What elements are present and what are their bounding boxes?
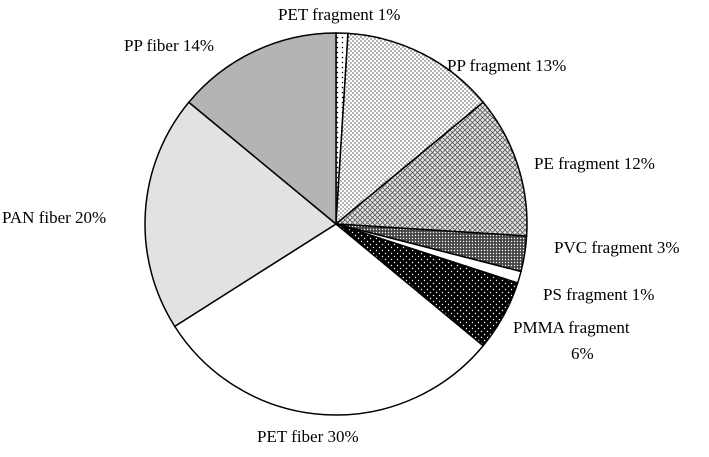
slice-label-pet-fragment: PET fragment 1% (278, 5, 400, 24)
slice-label-ps-fragment: PS fragment 1% (543, 285, 654, 304)
pie-slice-pe-fragment-12 (334, 101, 528, 237)
slice-label-pet-fiber: PET fiber 30% (257, 427, 359, 446)
pie-slices (144, 32, 528, 416)
pie-slice-pp-fiber-14 (187, 32, 337, 226)
pie-labels: PET fragment 1% PP fragment 13% PE fragm… (2, 5, 680, 446)
slice-label-pp-fiber: PP fiber 14% (124, 36, 214, 55)
slice-label-pmma-line-1: PMMA fragment (513, 318, 630, 337)
pie-slice-pet-fiber-30 (173, 223, 485, 416)
slice-label-pan-fiber: PAN fiber 20% (2, 208, 106, 227)
slice-label-pp-fragment: PP fragment 13% (447, 56, 566, 75)
slice-label-pmma-line-2: 6% (571, 344, 594, 363)
pie-slice-pan-fiber-20 (144, 101, 338, 328)
slice-label-pe-fragment: PE fragment 12% (534, 154, 655, 173)
pie-slice-pp-fragment-13 (335, 32, 485, 226)
slice-label-pvc-fragment: PVC fragment 3% (554, 238, 680, 257)
slice-label-pmma-fragment: PMMA fragment 6% (513, 318, 634, 363)
